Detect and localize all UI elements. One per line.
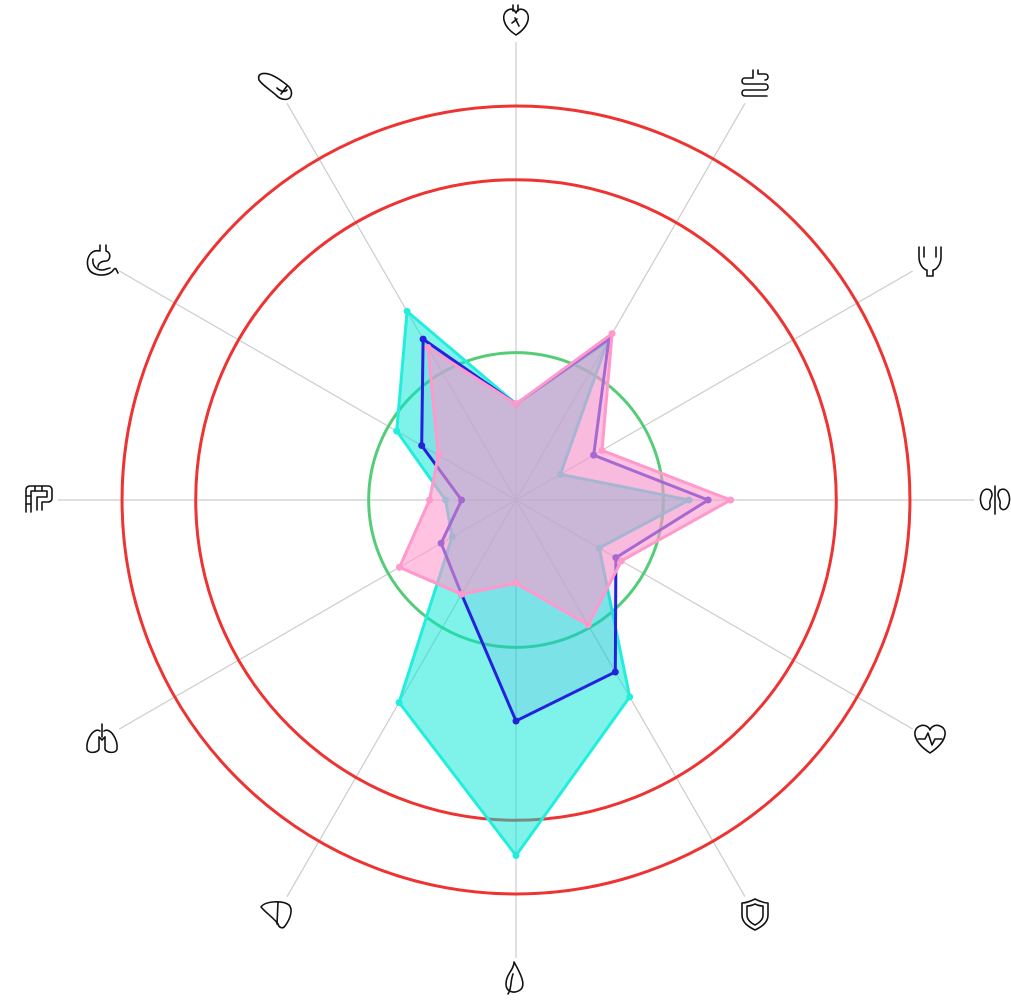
series-2-point-12 <box>419 335 427 343</box>
series-3-point-8 <box>458 590 466 598</box>
lungs-icon <box>86 723 118 754</box>
stomach-icon <box>86 244 119 276</box>
series-3-point-2 <box>608 330 616 338</box>
series-3-point-12 <box>424 343 432 351</box>
series-1-point-11 <box>393 427 401 435</box>
series-3-point-3 <box>598 446 606 454</box>
series-2-point-11 <box>418 442 426 450</box>
series-3 <box>396 330 735 629</box>
series-1-point-8 <box>395 698 403 706</box>
series-2-point-6 <box>611 668 619 676</box>
series-1-point-12 <box>403 307 411 315</box>
heartbeat-icon <box>914 724 946 754</box>
series-3-point-10 <box>426 496 434 504</box>
leaf-icon <box>505 961 524 995</box>
series-3-point-9 <box>396 563 404 571</box>
colon-icon <box>25 485 53 513</box>
axis-icons <box>25 4 1011 995</box>
series <box>393 307 735 860</box>
series-3-polygon <box>397 330 735 627</box>
series-3-point-11 <box>434 451 442 459</box>
reference-ring-3 <box>120 104 912 896</box>
series-3-point-1 <box>512 400 520 408</box>
intestine-icon <box>741 69 769 97</box>
series-2-point-7 <box>512 717 520 725</box>
heart-icon <box>502 4 530 36</box>
series-3-point-7 <box>512 579 520 587</box>
series-1-point-7 <box>512 852 520 860</box>
series-3-point-4 <box>727 496 735 504</box>
shield-icon <box>741 898 769 931</box>
kidneys-icon <box>979 485 1011 515</box>
series-3-point-6 <box>584 621 592 629</box>
liver-icon <box>260 901 292 929</box>
series-3-point-5 <box>617 557 625 565</box>
pancreas-icon <box>257 72 293 101</box>
bladder-icon <box>918 246 942 277</box>
series-1-point-6 <box>626 693 634 701</box>
